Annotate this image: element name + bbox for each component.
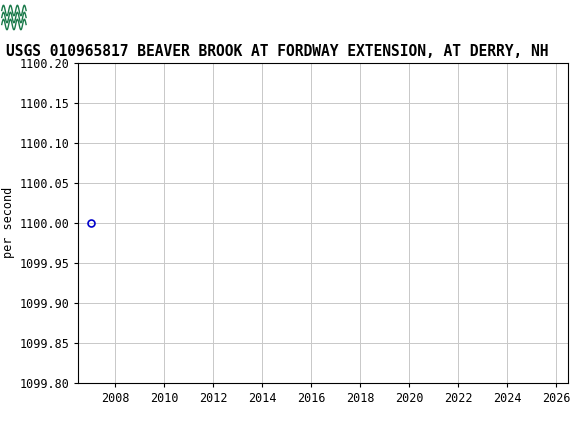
FancyBboxPatch shape <box>1 2 32 33</box>
Text: USGS: USGS <box>34 9 89 27</box>
Y-axis label: Annual Peak Streamflow, in cubic feet
per second: Annual Peak Streamflow, in cubic feet pe… <box>0 91 15 355</box>
Text: USGS 010965817 BEAVER BROOK AT FORDWAY EXTENSION, AT DERRY, NH: USGS 010965817 BEAVER BROOK AT FORDWAY E… <box>6 44 548 59</box>
